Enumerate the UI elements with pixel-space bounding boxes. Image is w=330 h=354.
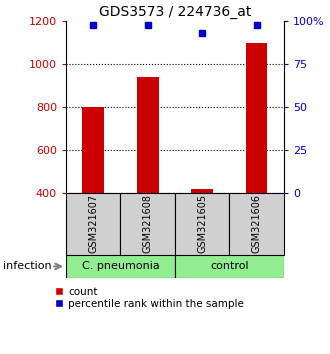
- Text: GSM321608: GSM321608: [143, 194, 153, 253]
- Text: GSM321606: GSM321606: [251, 194, 262, 253]
- Text: GSM321607: GSM321607: [88, 194, 98, 253]
- Bar: [229, 193, 284, 255]
- Bar: [137, 77, 158, 193]
- Title: GDS3573 / 224736_at: GDS3573 / 224736_at: [99, 5, 251, 19]
- Text: infection: infection: [3, 261, 52, 272]
- Bar: [66, 193, 120, 255]
- Bar: [66, 255, 175, 278]
- Bar: [175, 193, 229, 255]
- Text: C. pneumonia: C. pneumonia: [82, 261, 159, 272]
- Bar: [175, 255, 284, 278]
- Text: control: control: [210, 261, 249, 272]
- Bar: [120, 193, 175, 255]
- Bar: [191, 189, 213, 193]
- Bar: [246, 43, 267, 193]
- Text: GSM321605: GSM321605: [197, 194, 207, 253]
- Bar: [82, 107, 104, 193]
- Legend: count, percentile rank within the sample: count, percentile rank within the sample: [55, 287, 244, 309]
